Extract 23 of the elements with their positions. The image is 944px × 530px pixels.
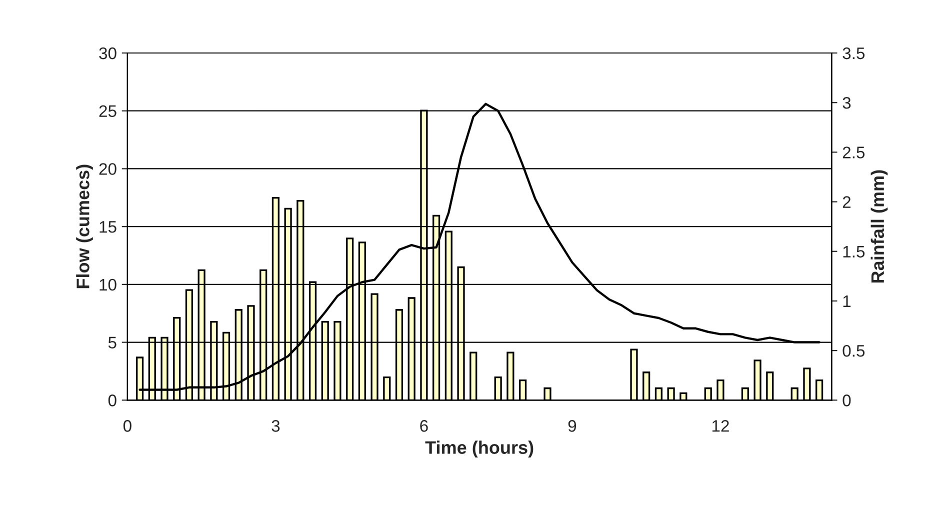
y2-tick-label: 3 [842,96,851,109]
y-tick-label: 10 [100,278,116,291]
x-tick-label: 6 [420,420,428,432]
y-tick-label: 5 [108,336,116,348]
y-axis-title: Flow (cumecs) [76,164,93,288]
y2-tick-label: 0.5 [842,344,865,357]
y-tick-label: 15 [100,221,116,233]
y2-tick-label: 1.5 [843,246,865,258]
y-tick-label: 20 [99,163,116,175]
x-tick-label: 3 [272,420,280,432]
x-tick-label: 9 [568,420,576,432]
y2-axis-title: Rainfall (mm) [870,170,888,283]
x-tick-label: 0 [123,420,132,432]
y-tick-label: 25 [99,105,116,118]
x-tick-label: 12 [712,420,729,432]
y2-tick-label: 3.5 [842,47,865,60]
y2-tick-label: 2 [842,196,851,208]
y2-tick-label: 0 [842,394,851,406]
y2-tick-label: 1 [843,296,851,308]
y-tick-label: 30 [99,47,116,60]
y-tick-label: 0 [108,394,116,406]
y2-tick-label: 2.5 [842,146,865,158]
x-axis-title: Time (hours) [425,440,534,458]
